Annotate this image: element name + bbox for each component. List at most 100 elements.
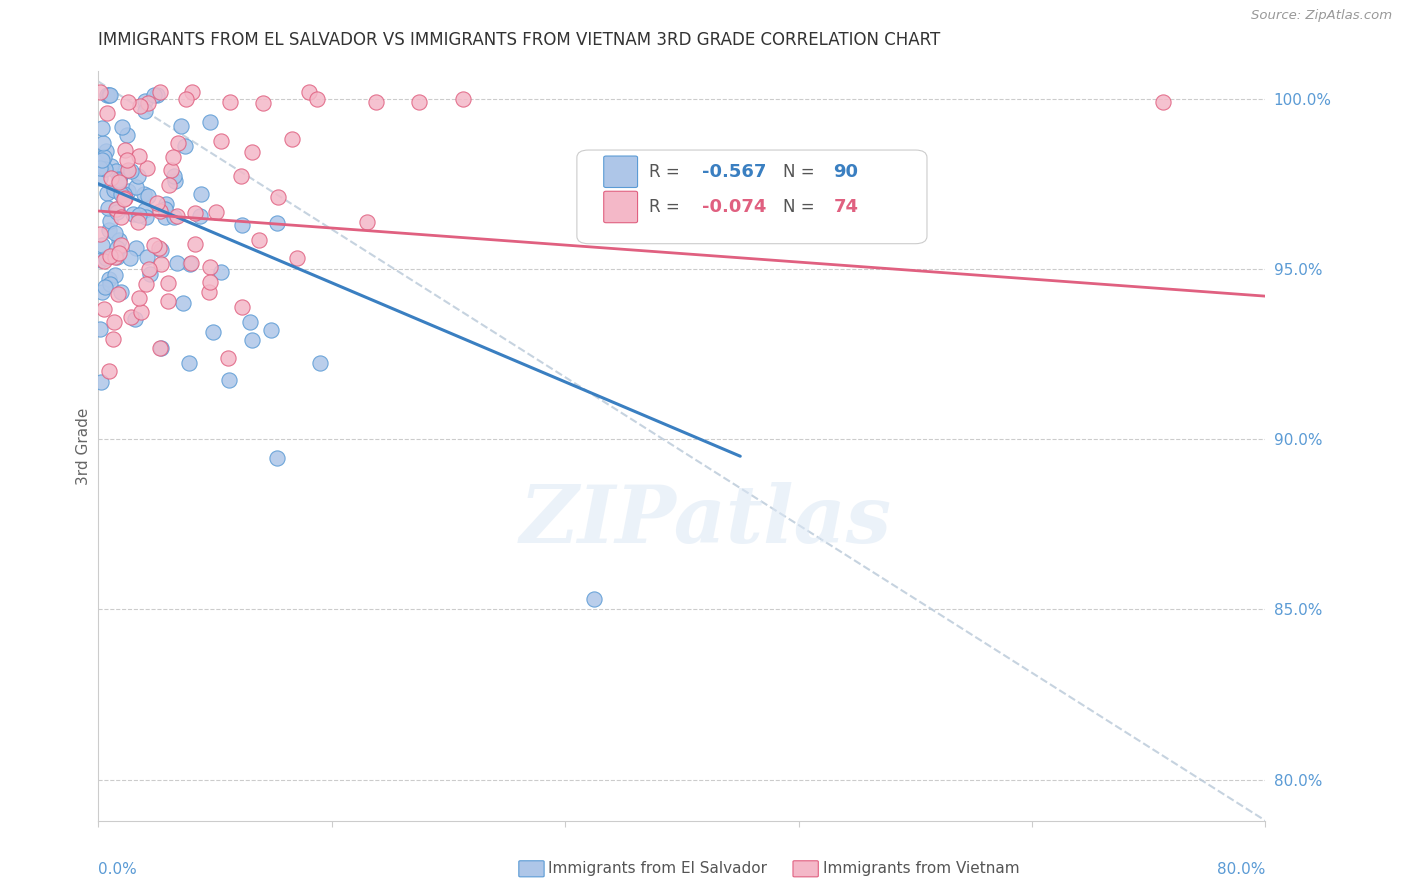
Text: N =: N = [783, 162, 820, 181]
Point [148, 241, 170, 255]
Point [145, 195, 167, 210]
Point [153, 202, 176, 216]
Text: -0.074: -0.074 [702, 198, 766, 216]
Point [120, 164, 142, 178]
Point [90, 285, 112, 300]
Point [98, 277, 121, 291]
Point [97, 201, 120, 215]
Point [110, 187, 132, 202]
Point [157, 178, 180, 192]
Point [583, 592, 606, 607]
Point [149, 204, 172, 219]
Point [117, 185, 139, 199]
Point [122, 207, 145, 221]
Point [231, 218, 253, 232]
Point [114, 191, 136, 205]
Point [97, 271, 120, 285]
Point [127, 215, 149, 229]
Point [155, 196, 177, 211]
Point [188, 209, 211, 223]
Point [98, 214, 121, 228]
Point [1152, 95, 1174, 109]
Point [100, 170, 122, 185]
Point [103, 226, 125, 240]
Point [129, 99, 152, 113]
Text: 90: 90 [834, 162, 859, 181]
Point [163, 174, 186, 188]
Point [160, 162, 183, 177]
Point [136, 189, 159, 203]
Point [239, 315, 262, 329]
Point [94, 162, 117, 177]
Point [111, 120, 134, 135]
Point [91, 238, 114, 252]
Point [89, 85, 111, 99]
Point [142, 88, 165, 103]
Point [184, 237, 207, 252]
Point [105, 202, 128, 216]
Point [364, 95, 387, 109]
Point [105, 250, 128, 264]
Point [96, 251, 118, 265]
Point [247, 233, 270, 247]
Point [89, 161, 111, 175]
Point [128, 291, 150, 305]
FancyBboxPatch shape [603, 156, 637, 187]
Point [173, 139, 195, 153]
Point [93, 150, 115, 164]
Text: Immigrants from Vietnam: Immigrants from Vietnam [823, 862, 1019, 876]
Text: ZIPatlas: ZIPatlas [519, 483, 891, 559]
Point [167, 136, 190, 150]
Point [110, 237, 132, 252]
Point [120, 310, 142, 324]
Point [218, 373, 240, 387]
Point [177, 356, 200, 370]
Point [209, 134, 232, 148]
Text: 0.0%: 0.0% [98, 862, 138, 877]
Point [98, 249, 121, 263]
Point [96, 186, 118, 200]
Point [134, 104, 156, 119]
Text: R =: R = [650, 162, 685, 181]
Point [153, 210, 176, 224]
Text: IMMIGRANTS FROM EL SALVADOR VS IMMIGRANTS FROM VIETNAM 3RD GRADE CORRELATION CHA: IMMIGRANTS FROM EL SALVADOR VS IMMIGRANT… [98, 31, 941, 49]
Point [98, 364, 121, 378]
Point [184, 206, 207, 220]
Point [266, 216, 288, 230]
Point [103, 315, 125, 329]
Text: 74: 74 [834, 198, 859, 216]
Point [91, 136, 114, 150]
Point [107, 175, 129, 189]
Point [149, 342, 172, 356]
Point [90, 375, 112, 389]
Point [218, 95, 240, 109]
Point [110, 285, 132, 300]
Point [104, 250, 127, 264]
Point [150, 243, 173, 257]
Point [111, 166, 134, 180]
Point [139, 267, 162, 281]
Point [100, 159, 122, 173]
Point [240, 333, 263, 347]
Point [143, 238, 166, 252]
Point [108, 172, 131, 186]
Point [198, 275, 221, 289]
Point [136, 96, 159, 111]
Point [98, 88, 121, 103]
Point [105, 182, 128, 196]
Point [307, 92, 329, 106]
Point [200, 260, 222, 275]
Point [146, 88, 169, 103]
Point [240, 145, 263, 159]
Point [114, 144, 136, 158]
Point [127, 169, 149, 184]
Point [217, 351, 239, 366]
Point [135, 277, 157, 292]
Point [190, 187, 212, 202]
Point [149, 85, 172, 99]
Point [112, 192, 135, 206]
Point [112, 186, 135, 201]
Point [94, 144, 117, 158]
Point [125, 180, 148, 194]
Point [103, 183, 125, 197]
